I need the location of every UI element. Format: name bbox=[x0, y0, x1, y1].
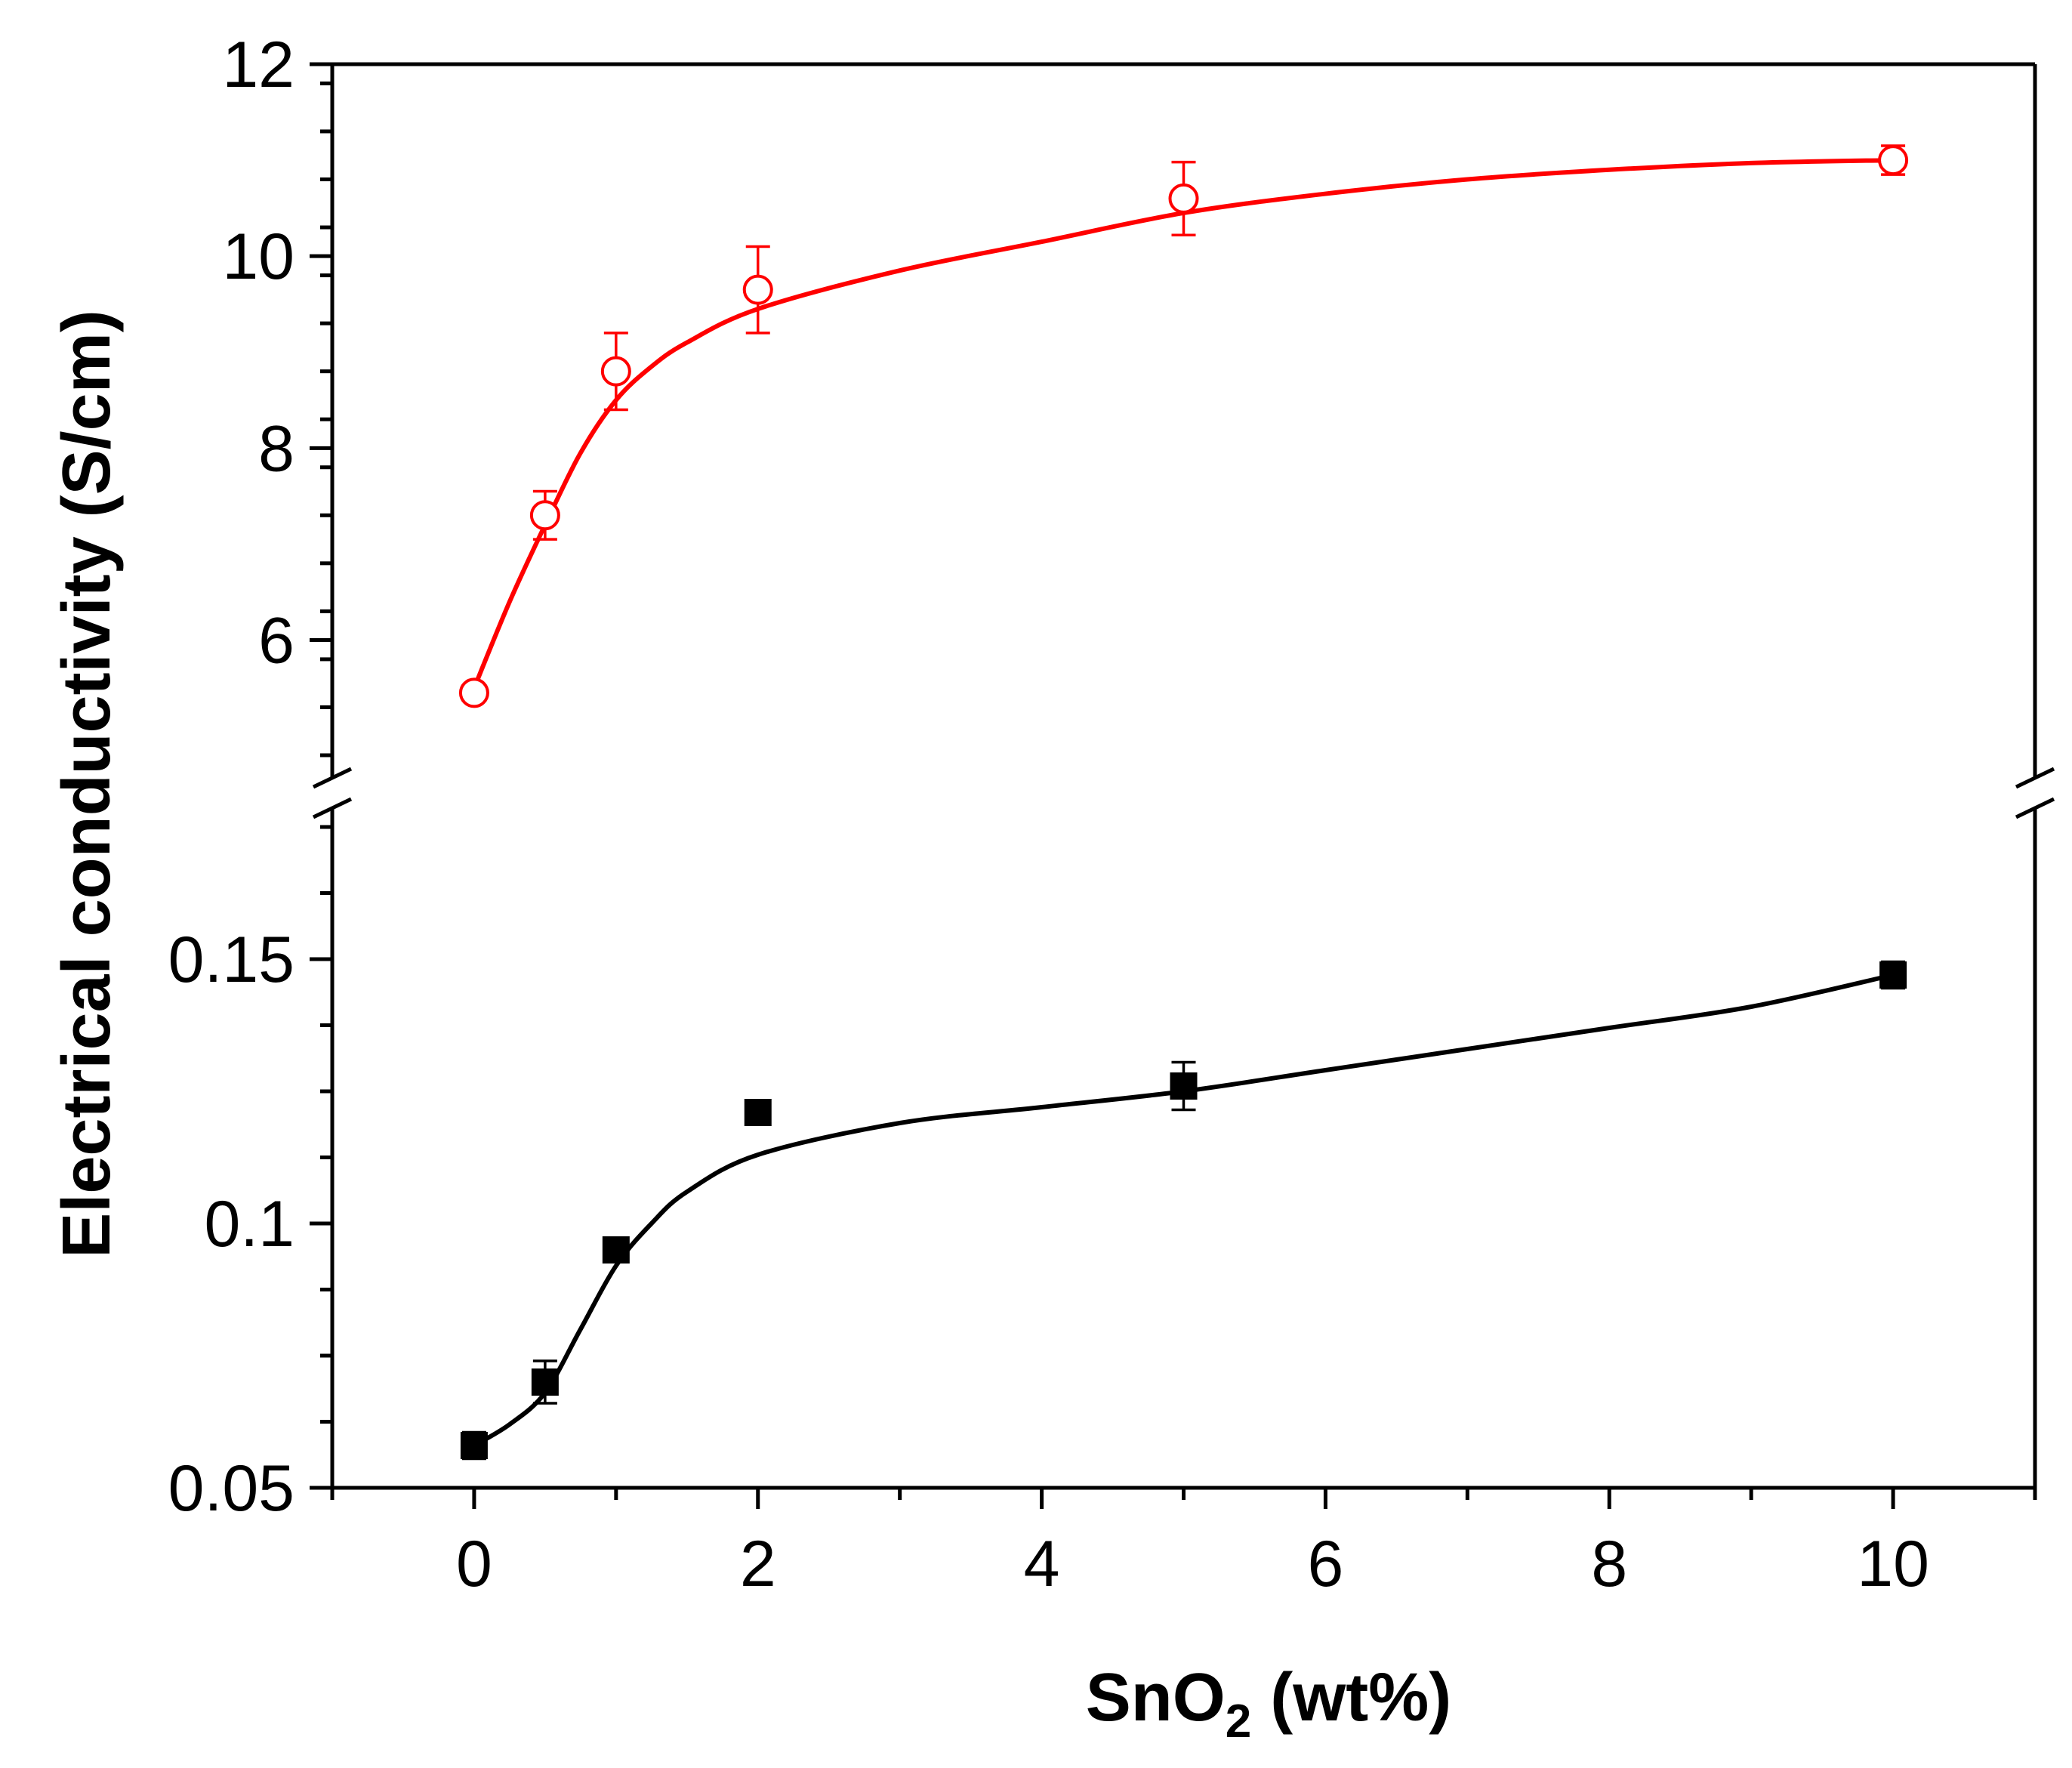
y-axis-ticks: 6 8 10 12 0.05 0.1 0.15 bbox=[168, 29, 332, 1525]
data-point bbox=[1879, 961, 1907, 989]
series-layer bbox=[458, 144, 1909, 1461]
data-point bbox=[1168, 183, 1199, 214]
data-point bbox=[742, 274, 773, 305]
fit-curve bbox=[473, 973, 1894, 1448]
data-point bbox=[529, 500, 560, 531]
x-tick-label: 10 bbox=[1857, 1528, 1929, 1600]
right-axis-break-mark-bottom bbox=[2015, 797, 2055, 819]
data-point bbox=[600, 356, 631, 387]
data-point bbox=[458, 677, 489, 708]
y-tick-label: 0.05 bbox=[168, 1452, 294, 1525]
x-axis-title: SnO2 (wt%) bbox=[1086, 1660, 1451, 1748]
x-tick-label: 4 bbox=[1024, 1528, 1060, 1600]
x-axis-title-suffix: (wt%) bbox=[1251, 1660, 1451, 1736]
data-point bbox=[531, 1368, 559, 1396]
x-axis-title-subscript: 2 bbox=[1226, 1695, 1251, 1748]
x-tick-label: 0 bbox=[456, 1528, 492, 1600]
x-tick-label: 8 bbox=[1591, 1528, 1627, 1600]
x-axis-title-main: SnO bbox=[1086, 1660, 1226, 1736]
y-tick-label: 0.15 bbox=[168, 924, 294, 996]
left-axis-break-mark-bottom bbox=[312, 797, 353, 819]
y-tick-label: 12 bbox=[222, 29, 294, 101]
y-tick-label: 6 bbox=[258, 605, 294, 677]
y-tick-label: 8 bbox=[258, 412, 294, 485]
y-axis-title: Electrical conductivity (S/cm) bbox=[49, 310, 125, 1257]
right-axis-break-mark-top bbox=[2015, 767, 2055, 789]
x-tick-label: 2 bbox=[740, 1528, 776, 1600]
data-point bbox=[602, 1236, 630, 1264]
x-axis-ticks: 0 2 4 6 8 10 bbox=[330, 1488, 2037, 1600]
left-axis-break-mark-top bbox=[312, 767, 353, 789]
series-filled-square bbox=[460, 960, 1907, 1461]
data-point bbox=[460, 1432, 488, 1459]
fit-curve bbox=[472, 158, 1894, 690]
y-tick-label: 10 bbox=[222, 221, 294, 293]
y-tick-label: 0.1 bbox=[204, 1188, 294, 1260]
data-point bbox=[1170, 1072, 1198, 1100]
plot-frame bbox=[312, 62, 2055, 1490]
series-open-circle bbox=[458, 144, 1909, 708]
data-point bbox=[744, 1099, 772, 1126]
data-point bbox=[1878, 145, 1909, 176]
x-tick-label: 6 bbox=[1307, 1528, 1343, 1600]
